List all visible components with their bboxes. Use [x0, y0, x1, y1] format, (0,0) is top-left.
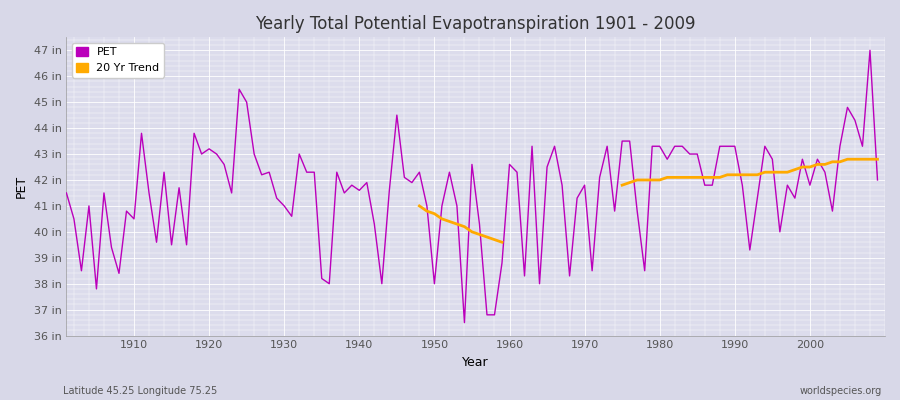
Line: PET: PET [67, 50, 878, 323]
PET [504, 162, 515, 167]
Text: Latitude 45.25 Longitude 75.25: Latitude 45.25 Longitude 75.25 [63, 386, 217, 396]
Legend: PET, 20 Yr Trend: PET, 20 Yr Trend [72, 43, 164, 78]
PET [602, 144, 613, 149]
Title: Yearly Total Potential Evapotranspiration 1901 - 2009: Yearly Total Potential Evapotranspiratio… [256, 15, 696, 33]
20 Yr Trend [444, 219, 454, 224]
PET [331, 170, 342, 174]
20 Yr Trend [497, 240, 508, 245]
PET [865, 48, 876, 53]
20 Yr Trend [459, 224, 470, 229]
20 Yr Trend [482, 235, 492, 240]
PET [511, 170, 522, 174]
20 Yr Trend [474, 232, 485, 237]
PET [459, 320, 470, 325]
PET [61, 190, 72, 195]
20 Yr Trend [429, 211, 440, 216]
Line: 20 Yr Trend: 20 Yr Trend [419, 206, 502, 242]
PET [286, 214, 297, 219]
20 Yr Trend [414, 204, 425, 208]
X-axis label: Year: Year [463, 356, 489, 369]
20 Yr Trend [452, 222, 463, 226]
20 Yr Trend [436, 216, 447, 221]
Y-axis label: PET: PET [15, 175, 28, 198]
PET [122, 209, 132, 214]
PET [872, 178, 883, 182]
Text: worldspecies.org: worldspecies.org [800, 386, 882, 396]
20 Yr Trend [466, 230, 477, 234]
20 Yr Trend [489, 237, 500, 242]
20 Yr Trend [421, 209, 432, 214]
